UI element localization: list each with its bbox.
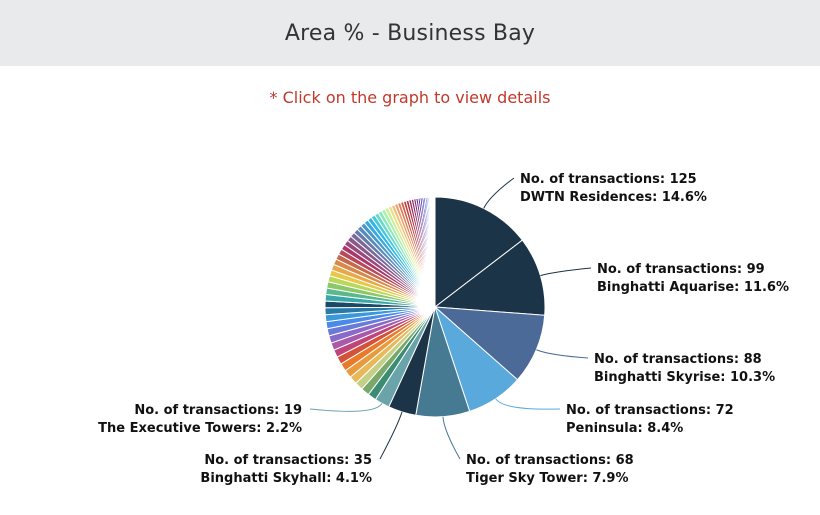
leader-line xyxy=(379,411,403,460)
leader-line xyxy=(442,416,461,460)
leader-line xyxy=(536,349,589,359)
data-label-transactions: No. of transactions: 68 xyxy=(466,453,634,468)
data-labels: No. of transactions: 125 DWTN Residences:… xyxy=(98,172,789,486)
data-label-transactions: No. of transactions: 99 xyxy=(597,262,765,277)
chart-header: Area % - Business Bay xyxy=(0,0,820,66)
data-label-name-percent: Binghatti Skyhall: 4.1% xyxy=(200,471,372,486)
pie-slice-dwtn-residences[interactable] xyxy=(434,196,524,309)
data-label-transactions: No. of transactions: 125 xyxy=(520,172,697,187)
data-label-name-percent: DWTN Residences: 14.6% xyxy=(520,190,707,205)
label-leader-lines xyxy=(309,177,592,460)
data-label-name-percent: Binghatti Skyrise: 10.3% xyxy=(594,370,775,385)
leader-line xyxy=(483,177,515,209)
pie-slice-binghatti-skyrise[interactable] xyxy=(433,306,546,381)
data-label-transactions: No. of transactions: 19 xyxy=(134,403,302,418)
data-label-name-percent: Peninsula: 8.4% xyxy=(566,421,683,436)
data-label-name-percent: The Executive Towers: 2.2% xyxy=(98,421,302,436)
data-label-name-percent: Tiger Sky Tower: 7.9% xyxy=(466,471,628,486)
data-label-transactions: No. of transactions: 72 xyxy=(566,403,734,418)
chart-title: Area % - Business Bay xyxy=(284,20,536,46)
data-label-transactions: No. of transactions: 88 xyxy=(594,352,762,367)
data-label-transactions: No. of transactions: 35 xyxy=(204,453,372,468)
click-hint: * Click on the graph to view details xyxy=(269,88,551,107)
data-label-name-percent: Binghatti Aquarise: 11.6% xyxy=(597,280,789,295)
leader-line xyxy=(540,267,592,277)
leader-line xyxy=(309,403,383,412)
pie-slices[interactable] xyxy=(324,196,546,418)
leader-line xyxy=(495,398,561,410)
